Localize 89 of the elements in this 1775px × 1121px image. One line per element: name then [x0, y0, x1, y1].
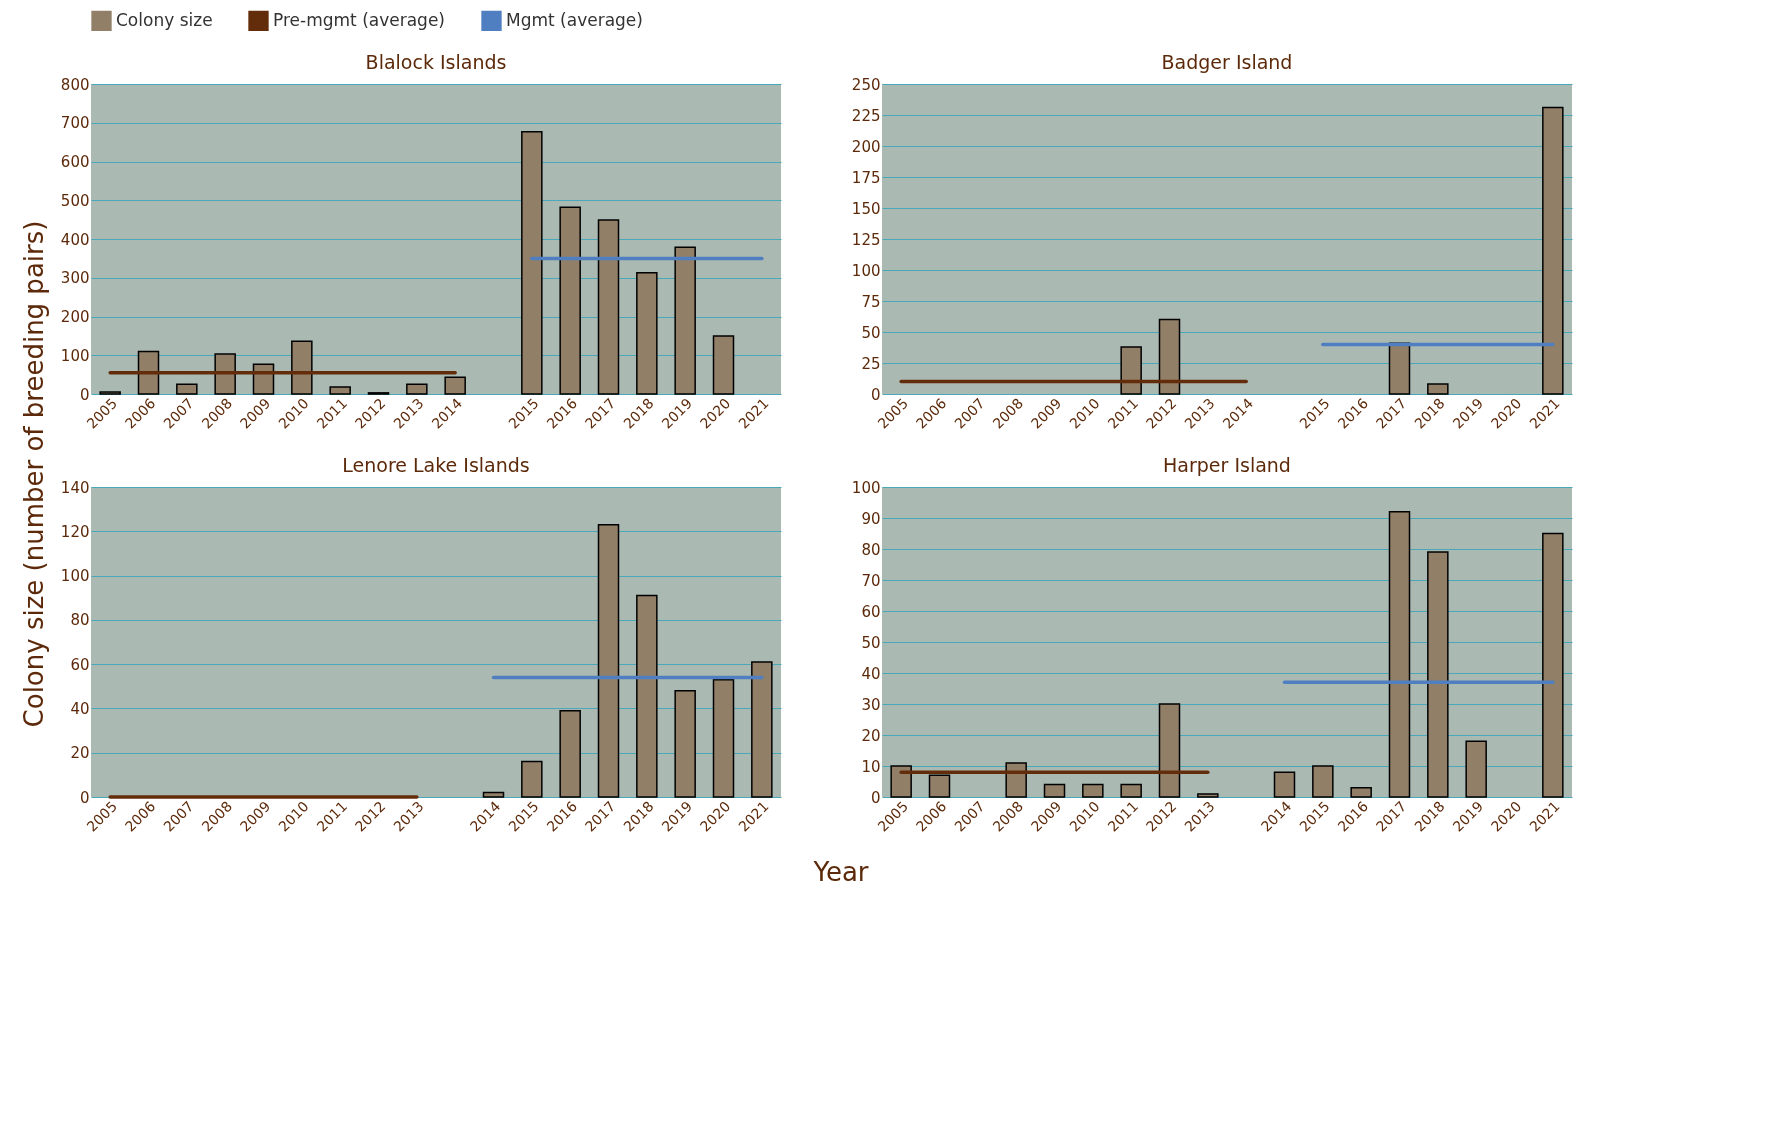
bar	[559, 709, 581, 798]
bar	[597, 219, 620, 395]
y-tick-label: 700	[60, 114, 90, 133]
bar	[597, 523, 620, 798]
legend-label: Pre-mgmt (average)	[273, 9, 446, 30]
y-tick-label: 40	[861, 664, 881, 683]
y-tick-label: 500	[60, 191, 90, 210]
chart-title: Lenore Lake Islands	[342, 454, 530, 476]
bar	[1273, 771, 1296, 798]
bar	[291, 340, 313, 395]
y-tick-label: 0	[79, 385, 90, 404]
y-tick-label: 200	[60, 308, 90, 326]
bar	[1158, 318, 1181, 395]
bar	[1120, 346, 1142, 395]
y-tick-label: 80	[861, 540, 881, 559]
y-tick-label: 30	[861, 695, 881, 714]
y-tick-label: 0	[870, 788, 881, 807]
y-tick-label: 100	[851, 478, 881, 497]
y-tick-label: 300	[60, 269, 90, 288]
bar	[521, 130, 543, 395]
y-tick-label: 60	[70, 655, 90, 674]
bar	[406, 383, 428, 395]
y-tick-label: 175	[851, 168, 881, 187]
bar	[329, 386, 351, 395]
bar	[1082, 783, 1104, 798]
chart-title: Harper Island	[1163, 454, 1291, 476]
bar	[1312, 765, 1334, 798]
y-tick-label: 75	[861, 292, 881, 311]
y-tick-label: 25	[861, 354, 881, 373]
bar	[444, 376, 466, 395]
y-tick-label: 70	[861, 571, 881, 590]
bar	[252, 363, 275, 395]
y-axis-title: Colony size (number of breeding pairs)	[19, 220, 49, 728]
y-tick-label: 150	[851, 199, 881, 218]
bar	[482, 791, 505, 798]
bar	[712, 678, 735, 798]
y-tick-label: 90	[861, 509, 881, 528]
y-tick-label: 600	[60, 153, 90, 171]
bar	[1542, 532, 1564, 798]
bar	[1197, 793, 1219, 798]
y-tick-label: 20	[861, 726, 881, 745]
bar	[1427, 551, 1449, 798]
legend-label: Mgmt (average)	[506, 9, 643, 30]
y-tick-label: 80	[70, 611, 90, 630]
bar	[214, 353, 236, 395]
chart-title: Blalock Islands	[365, 51, 507, 73]
y-tick-label: 120	[60, 522, 90, 541]
bar	[928, 774, 951, 798]
y-tick-label: 20	[70, 744, 90, 763]
y-tick-label: 0	[79, 788, 90, 807]
bar	[1542, 106, 1564, 395]
y-tick-label: 400	[60, 230, 90, 249]
bar	[674, 246, 696, 395]
y-tick-label: 250	[851, 75, 881, 94]
bar	[674, 689, 696, 798]
y-tick-label: 100	[60, 567, 90, 586]
y-tick-label: 40	[70, 699, 90, 718]
y-tick-label: 50	[861, 323, 881, 342]
bar	[636, 594, 658, 798]
bar	[1043, 783, 1066, 798]
bar	[1465, 740, 1487, 798]
bar	[712, 335, 735, 395]
y-tick-label: 100	[60, 346, 90, 365]
legend-label: Colony size	[116, 9, 213, 30]
bar	[559, 206, 581, 395]
bar	[1388, 342, 1411, 395]
y-tick-label: 200	[851, 137, 881, 156]
bar	[1120, 783, 1142, 798]
y-tick-label: 125	[851, 230, 881, 249]
y-tick-label: 800	[60, 75, 90, 94]
bar	[890, 765, 912, 798]
y-tick-label: 140	[60, 478, 90, 497]
bar	[636, 271, 658, 395]
bar	[1388, 511, 1411, 798]
y-tick-label: 100	[851, 261, 881, 280]
y-tick-label: 60	[861, 602, 881, 621]
bar	[1427, 383, 1449, 395]
bar	[176, 383, 198, 395]
bar	[1350, 786, 1372, 798]
chart-title: Badger Island	[1161, 51, 1293, 73]
y-tick-label: 10	[861, 757, 881, 776]
bar	[521, 760, 543, 798]
y-tick-label: 50	[861, 633, 881, 652]
bar	[137, 350, 160, 395]
x-axis-title: Year	[812, 857, 869, 887]
y-tick-label: 225	[851, 106, 881, 125]
y-tick-label: 0	[870, 385, 881, 404]
bar	[751, 661, 773, 798]
bar	[1158, 703, 1181, 798]
